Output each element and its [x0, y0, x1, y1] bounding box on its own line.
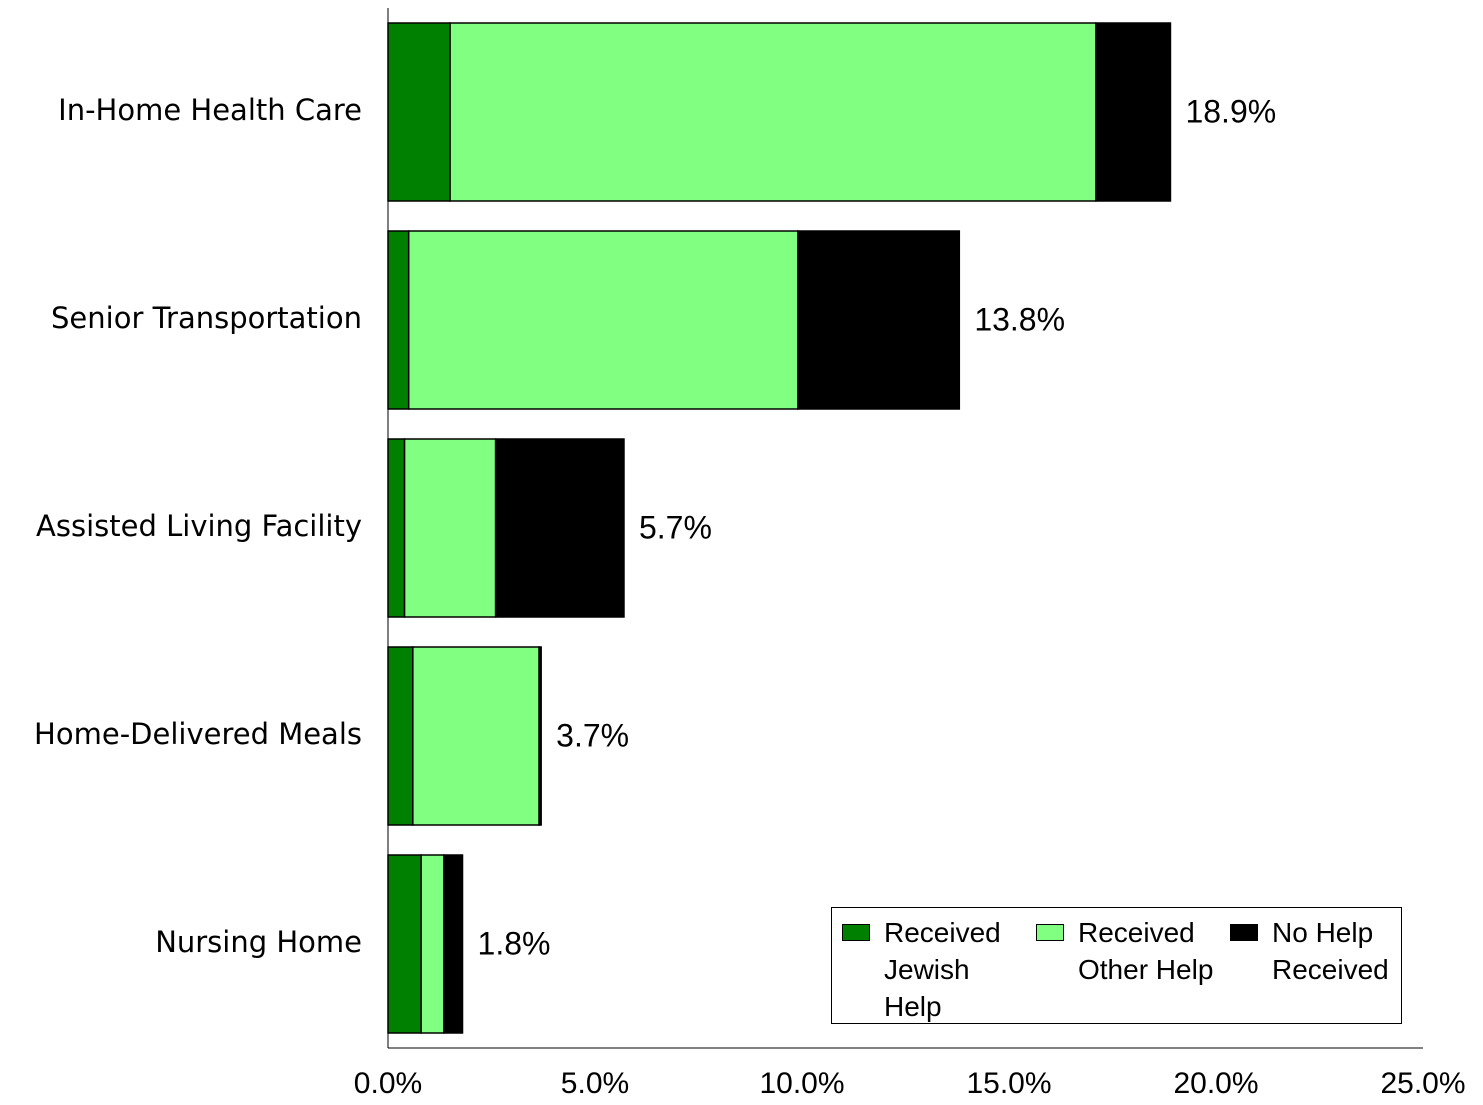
category-label: Nursing Home	[155, 925, 362, 959]
bar-segment	[412, 646, 540, 826]
legend: Received Jewish Help Received Other Help N…	[831, 907, 1402, 1024]
bar-segment	[387, 646, 414, 826]
category-label: Assisted Living Facility	[36, 509, 362, 543]
bar-segment	[387, 22, 451, 202]
legend-label: Received Jewish Help	[884, 917, 1001, 1022]
value-label: 3.7%	[556, 717, 629, 753]
legend-swatch	[1230, 924, 1258, 941]
legend-label: No Help Received	[1272, 917, 1389, 985]
bar-segment	[403, 438, 497, 618]
legend-swatch	[1036, 924, 1064, 941]
bar-segment	[797, 230, 961, 410]
category-label: Home-Delivered Meals	[34, 717, 362, 751]
x-tick-label: 0.0%	[354, 1067, 422, 1100]
x-tick-label: 15.0%	[966, 1067, 1051, 1100]
bar-segment	[387, 438, 406, 618]
legend-label: Received Other Help	[1078, 917, 1214, 985]
bar-segment	[494, 438, 625, 618]
value-label: 18.9%	[1185, 93, 1276, 129]
category-label: Senior Transportation	[51, 301, 362, 335]
bar-segment	[1095, 22, 1172, 202]
bar-segment	[538, 646, 542, 826]
x-tick-label: 25.0%	[1380, 1067, 1465, 1100]
legend-swatch	[842, 924, 870, 941]
value-label: 13.8%	[974, 301, 1065, 337]
value-label: 5.7%	[639, 509, 712, 545]
bar-segment	[420, 854, 445, 1034]
bar-segment	[407, 230, 799, 410]
category-label: In-Home Health Care	[58, 93, 362, 127]
x-tick-label: 5.0%	[561, 1067, 629, 1100]
x-tick-label: 10.0%	[759, 1067, 844, 1100]
bar-segment	[387, 854, 422, 1034]
bar-segment	[443, 854, 464, 1034]
x-tick-label: 20.0%	[1173, 1067, 1258, 1100]
bar-segment	[387, 230, 410, 410]
value-label: 1.8%	[478, 925, 551, 961]
bar-segment	[449, 22, 1097, 202]
